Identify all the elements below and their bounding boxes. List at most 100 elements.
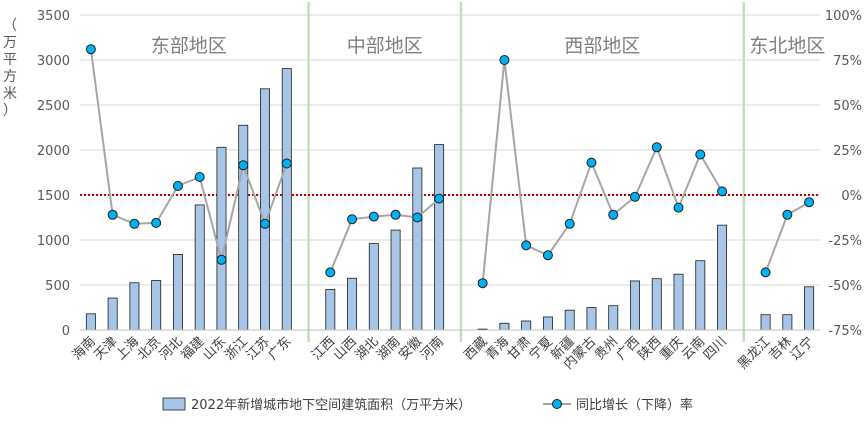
bar	[281, 68, 292, 331]
region-labels: 东部地区 中部地区 西部地区 东北地区	[151, 35, 826, 57]
bar	[325, 289, 336, 331]
y-left-tick-label: 3000	[37, 54, 70, 69]
region-label: 中部地区	[347, 35, 423, 57]
growth-point	[281, 158, 292, 169]
y-left-tick-label: 3500	[37, 9, 70, 24]
line-series	[85, 44, 815, 289]
growth-point	[499, 55, 510, 65]
growth-point	[630, 191, 640, 202]
y-left-tick-label: 1500	[37, 189, 70, 204]
growth-point	[434, 193, 445, 204]
growth-point	[412, 212, 423, 223]
y-right-tick-label: 0%	[841, 189, 862, 204]
growth-point	[695, 149, 706, 160]
growth-point	[151, 217, 162, 228]
bar	[521, 320, 532, 331]
bar	[172, 253, 183, 331]
growth-point	[390, 209, 401, 220]
bar	[542, 316, 553, 331]
y-left-tick-label: 0	[62, 324, 70, 339]
region-label: 西部地区	[564, 35, 640, 57]
x-tick-label: 江苏	[243, 334, 273, 364]
growth-point	[782, 209, 793, 220]
growth-point	[760, 267, 771, 278]
bar	[434, 144, 445, 331]
growth-point	[368, 211, 379, 222]
x-tick-label: 湖南	[374, 334, 404, 364]
legend: 2022年新增城市地下空间建筑面积（万平方米） 同比增长（下降）率	[162, 397, 693, 413]
y-left-tick-label: 500	[45, 279, 70, 294]
gridlines	[80, 14, 820, 331]
growth-point	[651, 142, 662, 153]
bar	[412, 167, 423, 331]
bar	[695, 260, 706, 331]
growth-point	[85, 44, 96, 55]
bar	[107, 297, 118, 331]
legend-line-marker	[552, 399, 562, 409]
growth-point	[238, 160, 249, 171]
y-right-tick-label: -25%	[828, 234, 862, 249]
growth-point	[542, 250, 553, 261]
bar	[194, 204, 205, 331]
bar	[151, 280, 162, 331]
growth-point	[194, 172, 205, 182]
growth-point	[608, 209, 619, 220]
legend-bar-label: 2022年新增城市地下空间建筑面积（万平方米）	[191, 397, 471, 413]
growth-point	[325, 267, 336, 278]
growth-point	[521, 240, 532, 251]
bar	[586, 307, 597, 331]
growth-point	[804, 197, 815, 208]
bar	[564, 309, 575, 331]
legend-line-label: 同比增长（下降）率	[576, 397, 693, 413]
bar	[129, 282, 140, 331]
y-right-tick-label: 50%	[833, 99, 862, 114]
bar	[85, 313, 96, 331]
growth-point	[673, 202, 684, 213]
y-left-tick-label: 2000	[37, 144, 70, 159]
bar	[368, 243, 379, 331]
y-left-axis-title: （万平方米）	[3, 18, 17, 119]
y-left-tick-label: 2500	[37, 99, 70, 114]
y-left-tick-label: 1000	[37, 234, 70, 249]
growth-point	[216, 254, 227, 265]
growth-point	[107, 209, 118, 220]
bar	[651, 278, 662, 331]
bar	[630, 280, 640, 331]
growth-point	[586, 157, 597, 168]
y-right-tick-label: 100%	[825, 9, 862, 24]
x-tick-label: 广东	[266, 334, 295, 363]
growth-point	[717, 186, 728, 197]
growth-line-segment	[89, 49, 288, 261]
growth-line-segment	[481, 59, 723, 284]
legend-bar-swatch	[162, 397, 186, 411]
growth-point	[564, 218, 575, 229]
growth-point	[129, 218, 140, 229]
y-right-tick-label: -50%	[828, 279, 862, 294]
bar	[673, 273, 684, 331]
y-right-tick-label: -75%	[828, 324, 862, 339]
x-tick-label: 辽宁	[787, 334, 817, 364]
bar	[260, 88, 270, 331]
x-tick-label: 重庆	[657, 334, 687, 364]
region-label: 东北地区	[749, 35, 825, 57]
bar	[499, 322, 510, 331]
region-label: 东部地区	[151, 35, 227, 57]
region-dividers	[307, 2, 746, 342]
growth-line-segment	[329, 197, 440, 273]
bar	[347, 277, 358, 331]
bar	[238, 124, 249, 331]
bar-series	[85, 68, 815, 331]
x-tick-label: 四川	[701, 334, 730, 363]
growth-point	[477, 278, 488, 289]
bar	[216, 146, 227, 331]
growth-point	[347, 214, 358, 225]
x-tick-label: 河南	[417, 334, 447, 364]
bar	[760, 314, 771, 331]
y-right-tick-label: 25%	[833, 144, 862, 159]
x-tick-label: 云南	[678, 334, 708, 364]
bar	[717, 224, 728, 331]
growth-point	[260, 218, 270, 229]
bar	[782, 314, 793, 331]
y-right-tick-label: 75%	[833, 54, 862, 69]
